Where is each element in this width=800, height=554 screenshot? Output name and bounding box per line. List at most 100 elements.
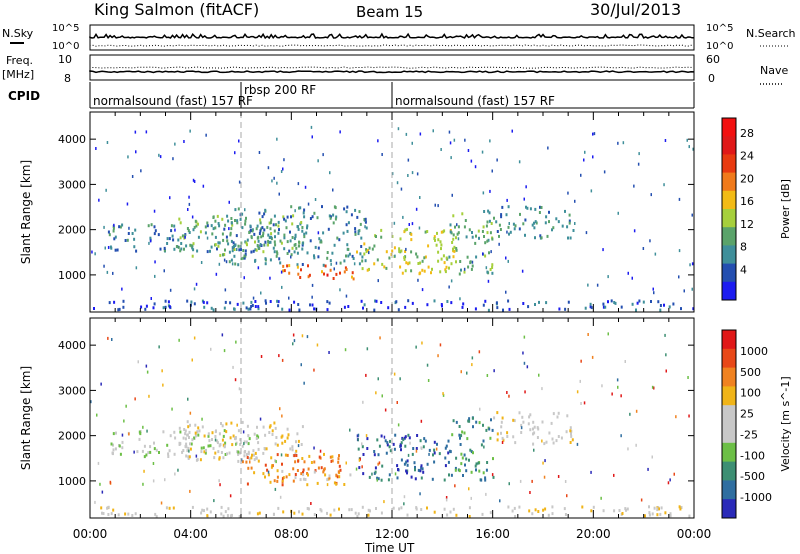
noise-cell	[481, 150, 484, 154]
data-cell	[112, 226, 115, 230]
noise-cell	[691, 213, 693, 217]
data-cell	[220, 451, 223, 454]
noise-cell	[137, 360, 139, 364]
data-cell	[178, 426, 181, 430]
data-cell	[512, 418, 515, 422]
data-cell	[212, 308, 215, 312]
noise-cell	[96, 413, 98, 417]
noise-cell	[104, 246, 106, 250]
data-cell	[284, 219, 287, 223]
data-cell	[275, 223, 277, 227]
data-cell	[444, 456, 447, 460]
data-cell	[294, 243, 297, 246]
noise-cell	[313, 368, 315, 372]
data-cell	[316, 216, 319, 220]
data-cell	[349, 473, 352, 477]
data-cell	[258, 246, 261, 250]
data-cell	[218, 241, 221, 245]
noise-cell	[403, 495, 406, 499]
noise-cell	[188, 449, 190, 453]
date-title: 30/Jul/2013	[590, 0, 681, 19]
noise-cell	[134, 130, 137, 134]
colorbar-swatch	[722, 348, 736, 369]
data-cell	[492, 475, 495, 479]
data-cell	[403, 256, 406, 260]
data-cell	[293, 237, 296, 241]
noise-cell	[145, 130, 148, 134]
data-cell	[664, 511, 667, 515]
data-cell	[272, 246, 275, 250]
data-cell	[333, 243, 336, 247]
data-cell	[347, 254, 350, 258]
data-cell	[348, 508, 351, 512]
data-cell	[285, 226, 288, 230]
data-cell	[672, 302, 675, 306]
noise-cell	[195, 454, 198, 458]
data-cell	[417, 468, 420, 472]
data-cell	[241, 420, 244, 424]
data-cell	[444, 270, 447, 274]
data-cell	[147, 451, 150, 455]
data-cell	[443, 507, 446, 511]
data-cell	[226, 214, 229, 218]
data-cell	[381, 464, 384, 468]
data-cell	[185, 454, 188, 458]
data-cell	[465, 457, 468, 461]
data-cell	[209, 444, 212, 448]
data-cell	[237, 207, 240, 211]
xtick-label: 12:00	[375, 527, 410, 541]
data-cell	[486, 461, 489, 464]
data-cell	[263, 447, 266, 450]
data-cell	[388, 473, 391, 477]
noise-cell	[442, 393, 445, 397]
data-cell	[278, 228, 280, 232]
noise-cell	[267, 166, 270, 170]
colorbar-swatch	[722, 263, 736, 283]
data-cell	[203, 509, 205, 513]
noise-cell	[152, 462, 155, 465]
data-cell	[242, 301, 245, 305]
noise-cell	[584, 150, 586, 154]
data-cell	[248, 457, 251, 461]
noise-cell	[91, 250, 93, 254]
data-cell	[218, 432, 221, 436]
data-cell	[323, 468, 325, 472]
noise-cell	[201, 417, 203, 421]
data-cell	[215, 429, 217, 433]
noise-cell	[427, 379, 430, 382]
data-cell	[187, 455, 190, 459]
noise-cell	[683, 289, 685, 293]
data-cell	[626, 507, 629, 511]
noise-cell	[311, 135, 313, 139]
data-cell	[275, 254, 278, 258]
data-cell	[403, 462, 406, 466]
data-cell	[234, 437, 236, 441]
data-cell	[291, 445, 294, 449]
noise-cell	[501, 441, 504, 444]
data-cell	[266, 225, 269, 229]
data-cell	[321, 205, 323, 209]
data-cell	[273, 479, 276, 483]
data-cell	[274, 243, 277, 247]
data-cell	[584, 306, 587, 310]
data-cell	[329, 455, 332, 459]
data-cell	[320, 466, 323, 470]
data-cell	[245, 306, 248, 310]
colorbar-tick-label: 1000	[740, 345, 768, 358]
xtick-label: 08:00	[274, 527, 309, 541]
noise-cell	[456, 223, 458, 227]
nave-tick-top: 60	[706, 53, 720, 66]
data-cell	[114, 235, 117, 239]
data-cell	[474, 307, 477, 311]
noise-cell	[234, 378, 237, 382]
data-cell	[433, 299, 436, 303]
data-cell	[484, 478, 487, 482]
xtick-label: 00:00	[73, 527, 108, 541]
data-cell	[483, 235, 485, 238]
data-cell	[507, 505, 510, 509]
data-cell	[452, 419, 455, 423]
noise-cell	[344, 348, 347, 352]
noise-cell	[420, 446, 422, 450]
data-cell	[468, 515, 471, 518]
